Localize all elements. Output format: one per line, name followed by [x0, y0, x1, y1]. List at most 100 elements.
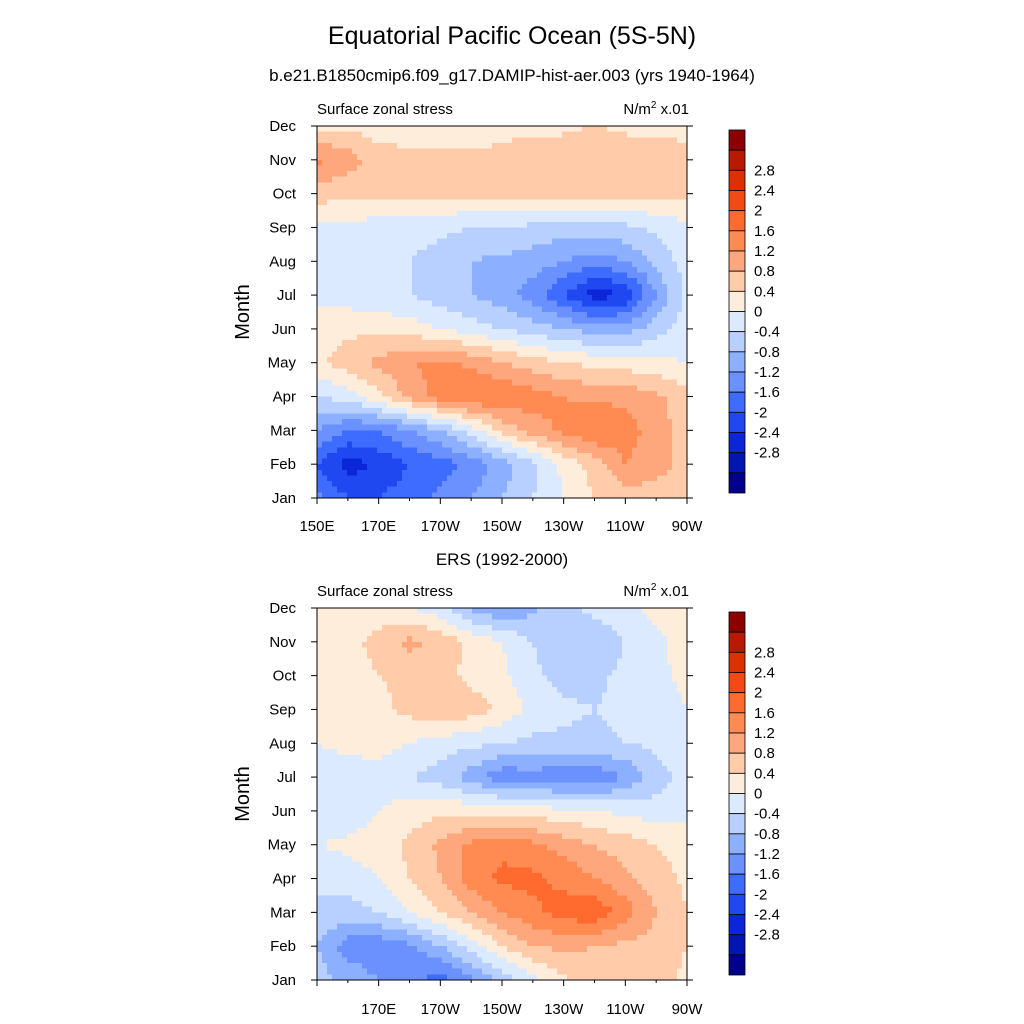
heatmap-cell [417, 193, 423, 200]
heatmap-cell [452, 295, 458, 302]
heatmap-cell [417, 148, 423, 155]
heatmap-cell [477, 204, 483, 212]
heatmap-cell [382, 419, 388, 426]
heatmap-cell [437, 340, 443, 347]
heatmap-cell [632, 328, 638, 336]
heatmap-cell [487, 171, 493, 178]
heatmap-cell [662, 295, 668, 302]
heatmap-cell [417, 199, 423, 206]
x-tick-label: 130W [544, 518, 584, 535]
heatmap-cell [377, 328, 383, 336]
heatmap-cell [602, 306, 608, 313]
heatmap-cell [562, 469, 568, 477]
heatmap-cell [617, 481, 623, 488]
heatmap-cell [427, 430, 433, 437]
heatmap-cell [622, 283, 628, 291]
heatmap-cell [387, 283, 393, 291]
heatmap-cell [492, 436, 498, 443]
heatmap-cell [487, 300, 493, 307]
heatmap-cell [552, 250, 558, 257]
heatmap-cell [502, 216, 508, 223]
heatmap-cell [362, 475, 368, 482]
heatmap-cell [552, 238, 558, 245]
heatmap-cell [502, 385, 508, 392]
heatmap-cell [567, 227, 573, 234]
heatmap-cell [587, 227, 593, 234]
heatmap-cell [362, 126, 368, 133]
heatmap-cell [417, 250, 423, 257]
heatmap-cell [667, 413, 673, 420]
heatmap-cell [522, 486, 528, 493]
heatmap-cell [642, 334, 648, 341]
heatmap-cell [637, 317, 643, 324]
heatmap-cell [547, 238, 553, 245]
heatmap-cell [337, 374, 343, 381]
heatmap-cell [357, 210, 363, 217]
heatmap-cell [682, 171, 688, 178]
heatmap-cell [542, 458, 548, 465]
heatmap-cell [432, 413, 438, 420]
heatmap-cell [532, 278, 538, 285]
heatmap-cell [332, 351, 338, 358]
heatmap-cell [472, 430, 478, 437]
heatmap-cell [547, 159, 553, 167]
heatmap-cell [547, 233, 553, 240]
heatmap-cell [642, 255, 648, 262]
heatmap-cell [507, 419, 513, 426]
heatmap-cell [352, 430, 358, 437]
heatmap-cell [362, 283, 368, 291]
heatmap-cell [372, 278, 378, 285]
heatmap-cell [512, 278, 518, 285]
heatmap-cell [487, 475, 493, 482]
heatmap-cell [357, 171, 363, 178]
heatmap-cell [502, 300, 508, 307]
heatmap-cell [542, 345, 548, 353]
heatmap-cell [427, 289, 433, 296]
heatmap-cell [387, 306, 393, 313]
heatmap-cell [447, 171, 453, 178]
heatmap-cell [627, 328, 633, 336]
heatmap-cell [417, 154, 423, 161]
heatmap-cell [417, 272, 423, 279]
heatmap-cell [397, 492, 403, 499]
heatmap-cell [362, 210, 368, 217]
heatmap-cell [582, 159, 588, 167]
heatmap-cell [467, 486, 473, 493]
heatmap-cell [637, 126, 643, 133]
heatmap-cell [632, 357, 638, 364]
heatmap-cell [417, 475, 423, 482]
heatmap-cell [587, 419, 593, 426]
heatmap-cell [327, 204, 333, 212]
heatmap-cell [552, 436, 558, 443]
heatmap-cell [417, 413, 423, 420]
heatmap-cell [492, 396, 498, 403]
heatmap-cell [497, 171, 503, 178]
heatmap-cell [552, 362, 558, 369]
heatmap-cell [352, 362, 358, 369]
heatmap-cell [547, 464, 553, 471]
heatmap-cell [572, 323, 578, 330]
heatmap-cell [662, 131, 668, 138]
heatmap-cell [517, 233, 523, 240]
heatmap-cell [657, 390, 663, 398]
heatmap-cell [362, 402, 368, 409]
heatmap-cell [502, 469, 508, 477]
heatmap-cell [317, 334, 323, 341]
heatmap-cell [362, 340, 368, 347]
heatmap-cell [667, 159, 673, 167]
heatmap-cell [662, 385, 668, 392]
heatmap-cell [507, 193, 513, 200]
heatmap-cell [672, 126, 678, 133]
heatmap-cell [532, 255, 538, 262]
heatmap-cell [337, 407, 343, 415]
heatmap-cell [567, 379, 573, 386]
heatmap-cell [542, 165, 548, 172]
heatmap-cell [652, 283, 658, 291]
heatmap-cell [627, 148, 633, 155]
heatmap-cell [442, 199, 448, 206]
heatmap-cell [622, 142, 628, 150]
heatmap-cell [362, 385, 368, 392]
heatmap-cell [667, 131, 673, 138]
heatmap-cell [327, 379, 333, 386]
heatmap-cell [417, 244, 423, 251]
